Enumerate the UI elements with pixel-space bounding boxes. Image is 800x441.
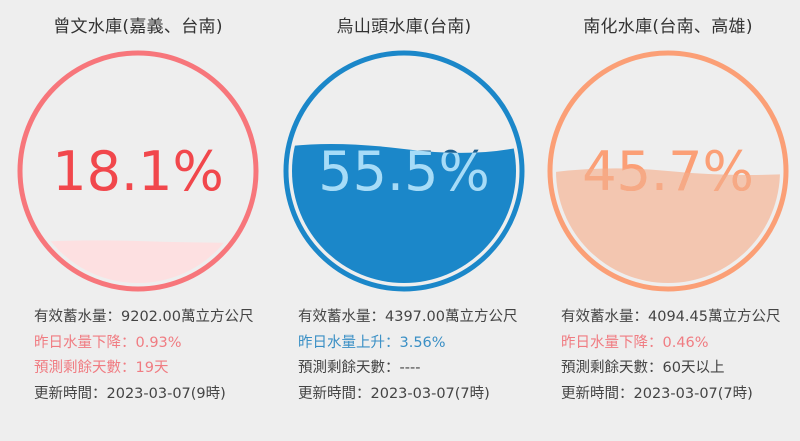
effective-storage: 有效蓄水量：4094.45萬立方公尺: [561, 309, 781, 325]
daily-change: 昨日水量下降：0.46%: [561, 334, 709, 351]
percent-label-submerged: 55.5%: [318, 140, 490, 203]
reservoir-title: 烏山頭水庫(台南): [336, 17, 472, 37]
water-level-gauge: 45.7% 45.7%: [547, 50, 789, 292]
daily-change: 昨日水量下降：0.93%: [34, 334, 182, 351]
days-remaining: 預測剩餘天數：19天: [34, 360, 169, 376]
reservoir-title: 南化水庫(台南、高雄): [583, 17, 753, 37]
effective-storage: 有效蓄水量：9202.00萬立方公尺: [34, 309, 254, 325]
days-remaining: 預測剩餘天數：60天以上: [561, 360, 725, 376]
reservoir-stats: 有效蓄水量：9202.00萬立方公尺 昨日水量下降：0.93% 預測剩餘天數：1…: [34, 305, 253, 407]
effective-storage: 有效蓄水量：4397.00萬立方公尺: [298, 309, 518, 325]
days-remaining: 預測剩餘天數：----: [298, 360, 421, 376]
update-time: 更新時間：2023-03-07(7時): [561, 385, 753, 402]
reservoir-card-wushantou: 烏山頭水庫(台南) 55.5% 55.5% 有效蓄水量：4397.00萬立方公尺…: [271, 0, 537, 441]
daily-change: 昨日水量上升：3.56%: [298, 334, 446, 351]
water-level-gauge: 55.5% 55.5%: [283, 50, 525, 292]
reservoir-card-nanhua: 南化水庫(台南、高雄) 45.7% 45.7% 有效蓄水量：4094.45萬立方…: [535, 0, 800, 441]
reservoir-stats: 有效蓄水量：4397.00萬立方公尺 昨日水量上升：3.56% 預測剩餘天數：-…: [298, 305, 517, 407]
water-level-gauge: 18.1%: [17, 50, 259, 292]
percent-label: 45.7%: [582, 140, 754, 203]
percent-label: 18.1%: [52, 140, 224, 203]
reservoir-stats: 有效蓄水量：4094.45萬立方公尺 昨日水量下降：0.46% 預測剩餘天數：6…: [561, 305, 780, 407]
update-time: 更新時間：2023-03-07(9時): [34, 385, 226, 402]
reservoir-card-zengwen: 曾文水庫(嘉義、台南) 18.1% 有效蓄水量：9202.00萬立方公尺 昨日水…: [5, 0, 271, 441]
reservoir-title: 曾文水庫(嘉義、台南): [53, 17, 223, 37]
percent-label: 55.5%: [318, 140, 490, 203]
update-time: 更新時間：2023-03-07(7時): [298, 385, 490, 402]
